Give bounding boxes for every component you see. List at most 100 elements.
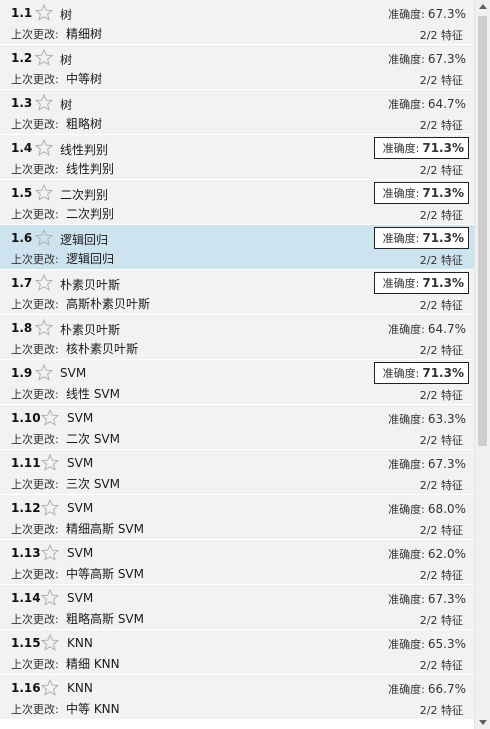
feature-count: 2/2 特征: [419, 74, 463, 87]
favorite-star-icon[interactable]: [34, 183, 54, 201]
model-number: 1.14: [11, 591, 41, 605]
accuracy-value: 71.3%: [422, 366, 464, 380]
model-type-name: SVM: [67, 591, 94, 605]
scroll-up-arrow-icon[interactable]: [477, 2, 489, 12]
last-change-label: 上次更改:: [11, 523, 59, 536]
favorite-star-icon[interactable]: [40, 678, 60, 696]
accuracy-display: 准确度: 67.3%: [388, 6, 466, 22]
model-type-name: SVM: [67, 501, 94, 515]
feature-count: 2/2 特征: [419, 164, 463, 177]
accuracy-label: 准确度:: [382, 277, 420, 290]
accuracy-display: 准确度: 71.3%: [373, 182, 469, 204]
last-change-value: 中等树: [66, 72, 103, 86]
model-item[interactable]: 1.1 树 准确度: 67.3% 上次更改: 精细树 2/2 特征: [0, 0, 474, 44]
feature-count: 2/2 特征: [419, 479, 463, 492]
favorite-star-icon[interactable]: [34, 363, 54, 381]
model-item[interactable]: 1.12 SVM 准确度: 68.0% 上次更改: 精细高斯 SVM 2/2 特征: [0, 495, 474, 539]
accuracy-label: 准确度:: [388, 323, 425, 336]
favorite-star-icon[interactable]: [34, 93, 54, 111]
model-number: 1.1: [11, 6, 33, 20]
accuracy-display: 准确度: 68.0%: [388, 501, 466, 517]
last-change-value: 精细 KNN: [66, 657, 120, 671]
favorite-star-icon[interactable]: [34, 3, 54, 21]
model-type-name: 树: [60, 98, 73, 112]
last-change-label: 上次更改:: [11, 478, 59, 491]
accuracy-value: 67.3%: [427, 7, 466, 21]
favorite-star-icon[interactable]: [34, 228, 54, 246]
model-type-name: KNN: [67, 681, 93, 695]
accuracy-value: 65.3%: [427, 637, 466, 651]
last-change-label: 上次更改:: [11, 298, 59, 311]
model-item[interactable]: 1.7 朴素贝叶斯 准确度: 71.3% 上次更改: 高斯朴素贝叶斯 2/2 特征: [0, 270, 474, 314]
model-type-name: 线性判别: [60, 143, 109, 157]
model-type-name: 逻辑回归: [60, 233, 109, 247]
favorite-star-icon[interactable]: [40, 408, 60, 426]
model-item[interactable]: 1.15 KNN 准确度: 65.3% 上次更改: 精细 KNN 2/2 特征: [0, 630, 474, 674]
accuracy-label: 准确度:: [388, 98, 425, 111]
feature-count: 2/2 特征: [419, 254, 463, 267]
feature-count: 2/2 特征: [419, 389, 463, 402]
feature-count: 2/2 特征: [419, 704, 463, 717]
accuracy-value: 64.7%: [427, 322, 466, 336]
favorite-star-icon[interactable]: [40, 633, 60, 651]
model-item[interactable]: 1.14 SVM 准确度: 67.3% 上次更改: 粗略高斯 SVM 2/2 特征: [0, 585, 474, 629]
accuracy-value: 63.3%: [427, 412, 466, 426]
feature-count: 2/2 特征: [419, 524, 463, 537]
model-item[interactable]: 1.8 朴素贝叶斯 准确度: 64.7% 上次更改: 核朴素贝叶斯 2/2 特征: [0, 315, 474, 359]
model-number: 1.5: [11, 186, 33, 200]
model-number: 1.7: [11, 276, 33, 290]
accuracy-display: 准确度: 71.3%: [373, 272, 469, 294]
model-item[interactable]: 1.11 SVM 准确度: 67.3% 上次更改: 三次 SVM 2/2 特征: [0, 450, 474, 494]
last-change-label: 上次更改:: [11, 28, 59, 41]
model-item[interactable]: 1.13 SVM 准确度: 62.0% 上次更改: 中等高斯 SVM 2/2 特征: [0, 540, 474, 584]
favorite-star-icon[interactable]: [34, 273, 54, 291]
model-item[interactable]: 1.4 线性判别 准确度: 71.3% 上次更改: 线性判别 2/2 特征: [0, 135, 474, 179]
model-item[interactable]: 1.9 SVM 准确度: 71.3% 上次更改: 线性 SVM 2/2 特征: [0, 360, 474, 404]
favorite-star-icon[interactable]: [40, 498, 60, 516]
model-item[interactable]: 1.16 KNN 准确度: 66.7% 上次更改: 中等 KNN 2/2 特征: [0, 675, 474, 719]
scrollbar-thumb[interactable]: [478, 16, 487, 446]
feature-count: 2/2 特征: [419, 569, 463, 582]
accuracy-label: 准确度:: [388, 53, 425, 66]
favorite-star-icon[interactable]: [40, 588, 60, 606]
model-item[interactable]: 1.3 树 准确度: 64.7% 上次更改: 粗略树 2/2 特征: [0, 90, 474, 134]
feature-count: 2/2 特征: [419, 209, 463, 222]
last-change-label: 上次更改:: [11, 73, 59, 86]
favorite-star-icon[interactable]: [34, 318, 54, 336]
last-change-value: 精细高斯 SVM: [66, 522, 144, 536]
favorite-star-icon[interactable]: [34, 48, 54, 66]
last-change-label: 上次更改:: [11, 118, 59, 131]
feature-count: 2/2 特征: [419, 29, 463, 42]
vertical-scrollbar[interactable]: [474, 0, 490, 729]
favorite-star-icon[interactable]: [34, 138, 54, 156]
scroll-down-arrow-icon[interactable]: [477, 717, 489, 727]
favorite-star-icon[interactable]: [40, 453, 60, 471]
model-number: 1.9: [11, 366, 33, 380]
last-change-label: 上次更改:: [11, 388, 59, 401]
model-number: 1.4: [11, 141, 33, 155]
model-number: 1.8: [11, 321, 33, 335]
accuracy-display: 准确度: 64.7%: [388, 321, 466, 337]
accuracy-label: 准确度:: [382, 232, 420, 245]
model-item[interactable]: 1.2 树 准确度: 67.3% 上次更改: 中等树 2/2 特征: [0, 45, 474, 89]
last-change-value: 高斯朴素贝叶斯: [66, 297, 151, 311]
accuracy-value: 68.0%: [427, 502, 466, 516]
model-number: 1.2: [11, 51, 33, 65]
accuracy-display: 准确度: 62.0%: [388, 546, 466, 562]
model-type-name: SVM: [67, 546, 94, 560]
model-item[interactable]: 1.5 二次判别 准确度: 71.3% 上次更改: 二次判别 2/2 特征: [0, 180, 474, 224]
accuracy-display: 准确度: 67.3%: [388, 456, 466, 472]
accuracy-display: 准确度: 67.3%: [388, 591, 466, 607]
last-change-label: 上次更改:: [11, 433, 59, 446]
last-change-value: 线性判别: [66, 162, 115, 176]
model-number: 1.13: [11, 546, 41, 560]
accuracy-label: 准确度:: [388, 413, 425, 426]
model-number: 1.12: [11, 501, 41, 515]
last-change-value: 二次判别: [66, 207, 115, 221]
last-change-value: 中等 KNN: [66, 702, 120, 716]
last-change-value: 粗略高斯 SVM: [66, 612, 144, 626]
model-item[interactable]: 1.10 SVM 准确度: 63.3% 上次更改: 二次 SVM 2/2 特征: [0, 405, 474, 449]
favorite-star-icon[interactable]: [40, 543, 60, 561]
last-change-label: 上次更改:: [11, 703, 59, 716]
model-item[interactable]: 1.6 逻辑回归 准确度: 71.3% 上次更改: 逻辑回归 2/2 特征: [0, 225, 474, 269]
